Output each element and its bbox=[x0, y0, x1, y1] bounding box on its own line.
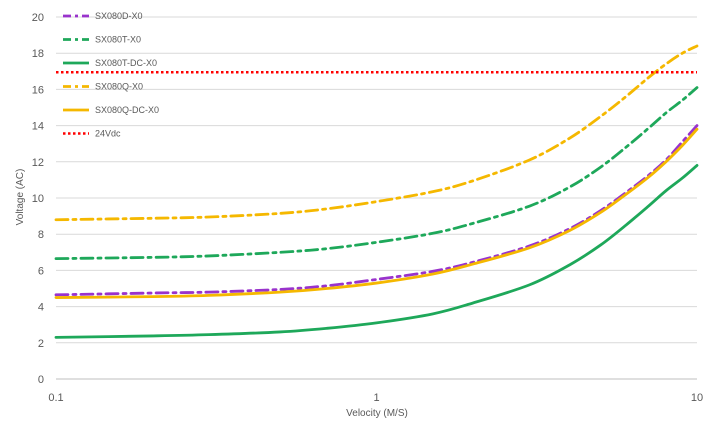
y-tick-label: 8 bbox=[38, 229, 44, 241]
x-tick-label: 0.1 bbox=[48, 392, 63, 404]
y-tick-label: 2 bbox=[38, 338, 44, 350]
y-tick-label: 0 bbox=[38, 374, 44, 386]
legend-label: SX080Q-X0 bbox=[95, 82, 143, 92]
y-tick-label: 10 bbox=[32, 193, 44, 205]
legend-label: SX080T-X0 bbox=[95, 35, 141, 45]
x-tick-label: 1 bbox=[373, 392, 379, 404]
x-tick-label: 10 bbox=[691, 392, 703, 404]
y-tick-label: 14 bbox=[32, 121, 44, 133]
series-line-sx080t-dc-x0 bbox=[54, 164, 699, 339]
y-tick-label: 6 bbox=[38, 265, 44, 277]
legend-label: SX080D-X0 bbox=[95, 11, 143, 21]
y-tick-label: 18 bbox=[32, 48, 44, 60]
axes: 0 2 4 6 8 10 12 14 16 18 20 0.1 1 10 bbox=[32, 12, 703, 404]
series-line-sx080q-dc-x0 bbox=[54, 127, 699, 299]
y-tick-label: 16 bbox=[32, 84, 44, 96]
y-axis-title: Voltage (AC) bbox=[15, 169, 26, 226]
series-lines bbox=[54, 44, 699, 339]
gridlines bbox=[56, 16, 697, 344]
series-line-sx080t-x0 bbox=[54, 86, 699, 261]
y-tick-label: 20 bbox=[32, 12, 44, 24]
series-line-sx080d-x0 bbox=[54, 124, 699, 297]
series-line-sx080q-x0 bbox=[54, 44, 699, 222]
legend: SX080D-X0 SX080T-X0 SX080T-DC-X0 SX080Q-X0 S… bbox=[63, 11, 159, 139]
legend-label: 24Vdc bbox=[95, 129, 121, 139]
y-tick-label: 12 bbox=[32, 157, 44, 169]
x-axis-title: Velocity (M/S) bbox=[346, 408, 408, 419]
legend-label: SX080T-DC-X0 bbox=[95, 58, 157, 68]
y-tick-label: 4 bbox=[38, 302, 44, 314]
legend-label: SX080Q-DC-X0 bbox=[95, 105, 159, 115]
